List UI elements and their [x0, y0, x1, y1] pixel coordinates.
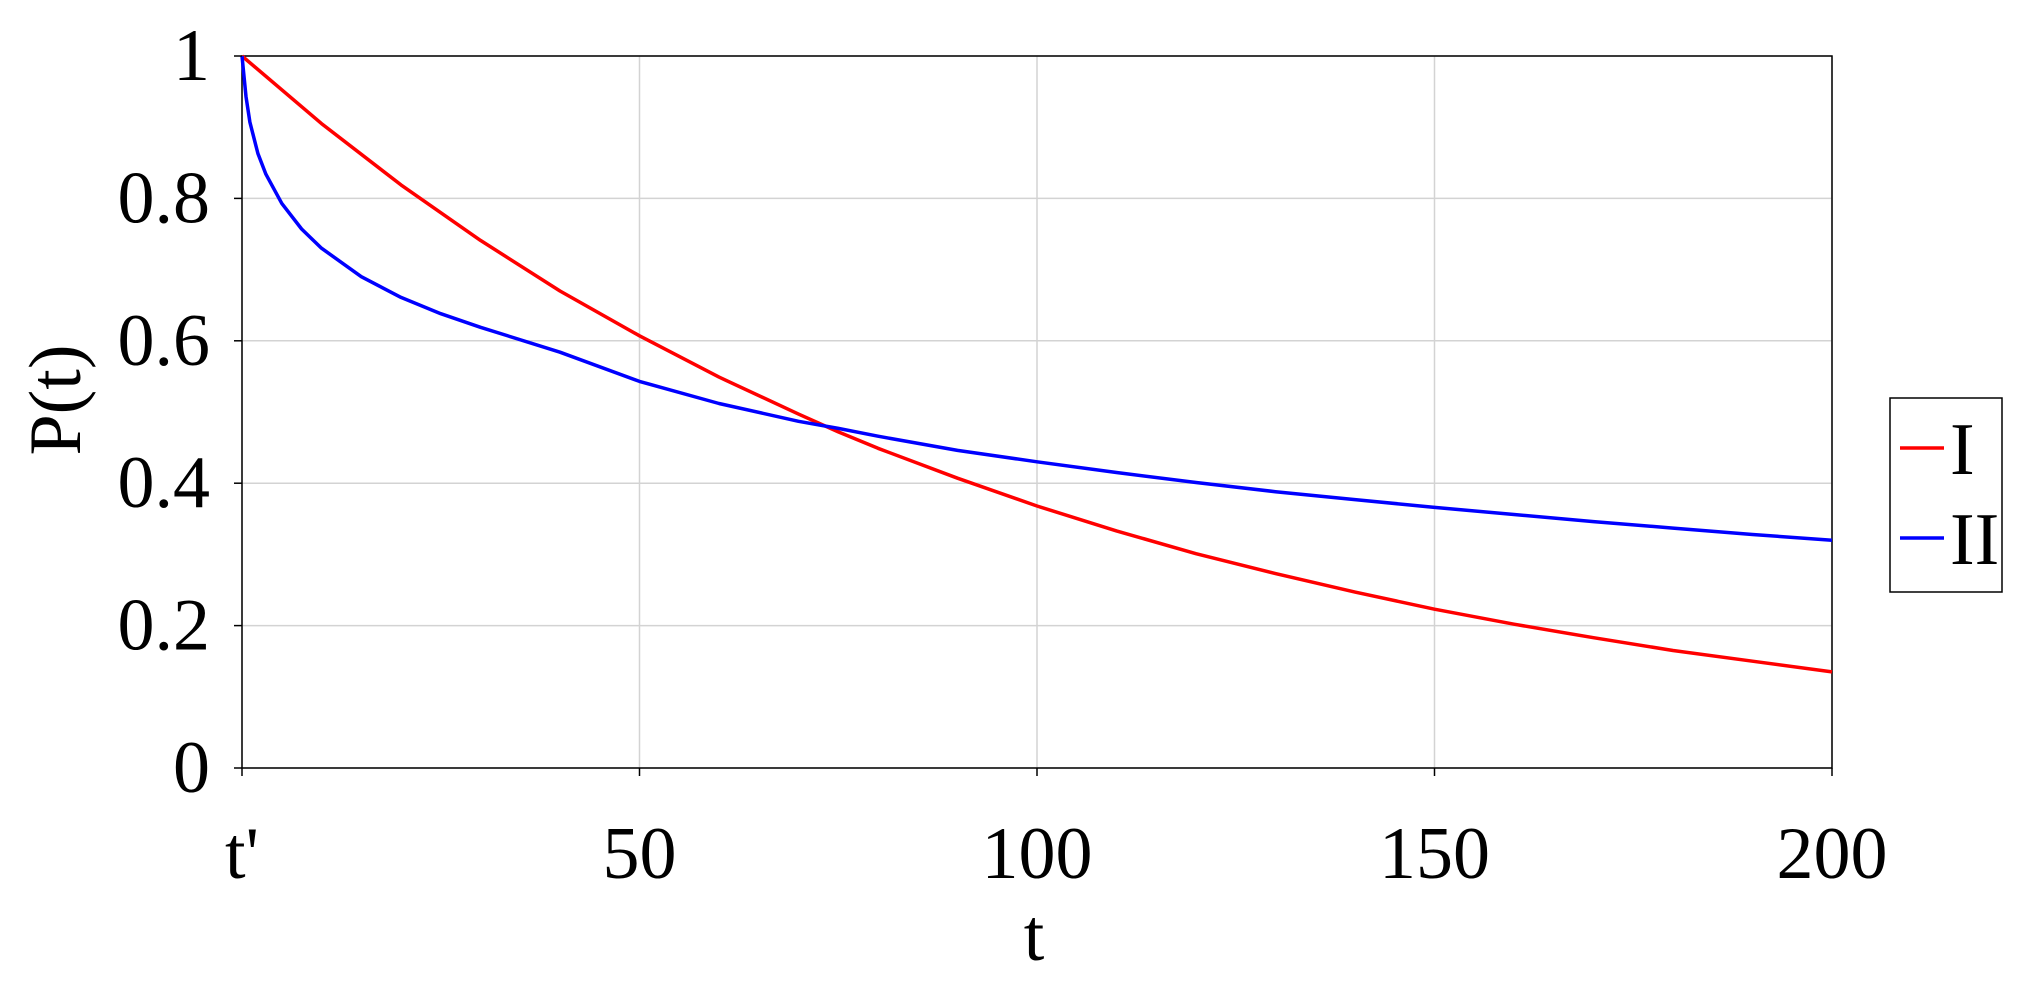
y-tick-label: 0: [173, 727, 210, 809]
y-axis-title: P(t): [15, 345, 97, 456]
y-tick-label: 0.6: [118, 300, 211, 382]
y-tick-label: 1: [173, 15, 210, 97]
x-axis-ticks: t' 50 100 150 200: [225, 768, 1888, 895]
legend: III: [1889, 397, 2003, 593]
y-tick-label: 0.8: [118, 157, 211, 239]
x-tick-label: 100: [982, 813, 1093, 895]
grid-lines: [241, 55, 1833, 769]
y-axis-ticks: 0 0.2 0.4 0.6 0.8 1: [118, 15, 242, 809]
series-line-1: [240, 54, 1833, 674]
legend-label-2: II: [1950, 499, 1999, 581]
series-line-2: [240, 55, 1833, 542]
x-axis-title: t: [1024, 895, 1045, 977]
x-tick-label: 50: [603, 813, 677, 895]
x-tick-label: 200: [1777, 813, 1888, 895]
legend-box: [1889, 397, 2003, 593]
y-tick-label: 0.4: [118, 442, 211, 524]
legend-label-1: I: [1950, 409, 1975, 491]
x-tick-label: t': [225, 813, 259, 895]
y-tick-label: 0.2: [118, 585, 211, 667]
series-layer: [240, 54, 1833, 674]
x-tick-label: 150: [1379, 813, 1490, 895]
